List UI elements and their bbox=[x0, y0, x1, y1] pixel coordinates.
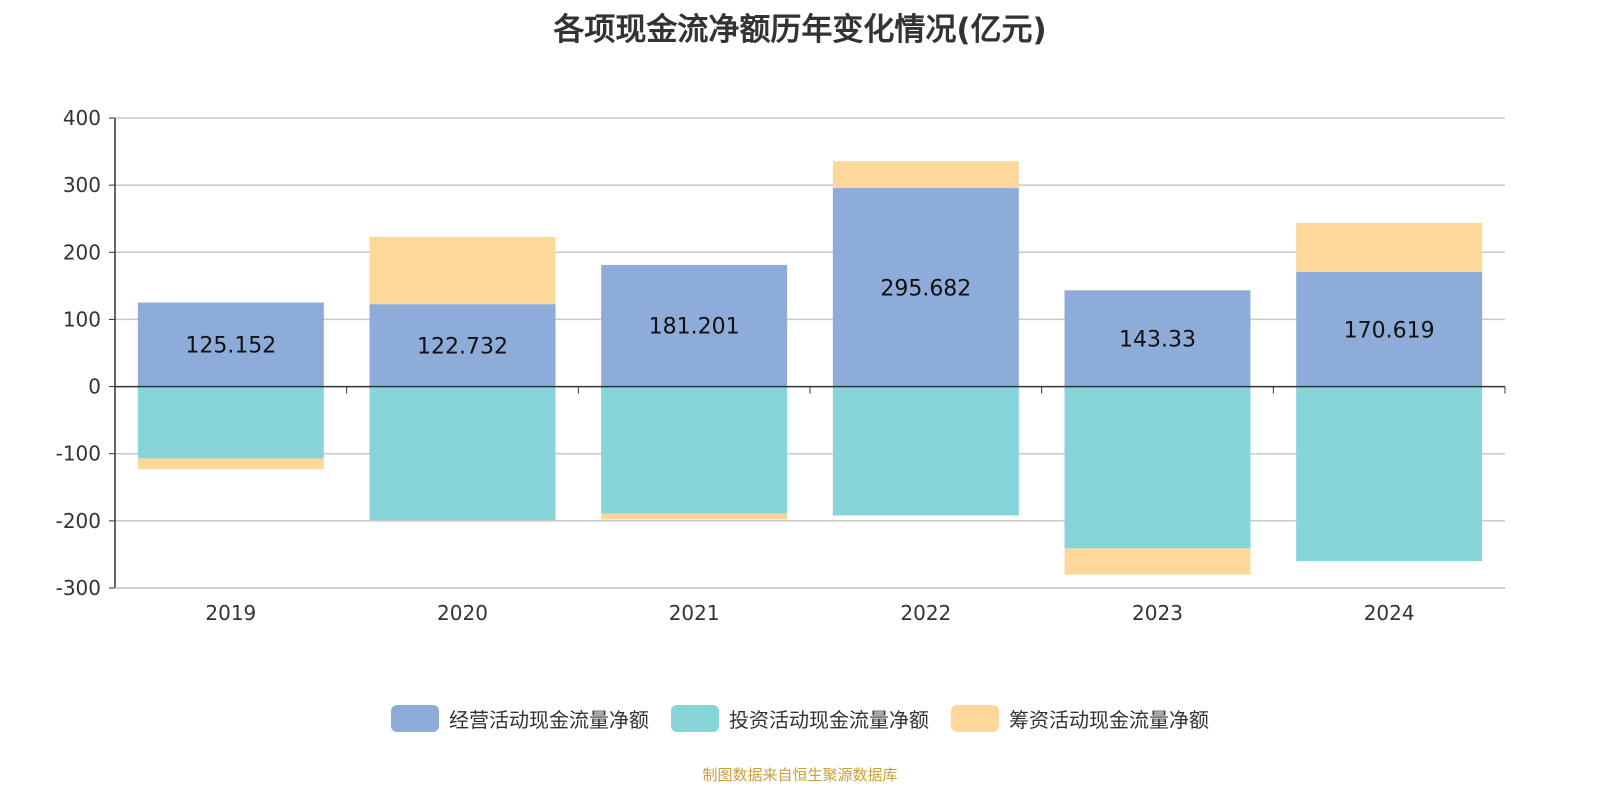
bar-2021-series-2 bbox=[601, 513, 788, 520]
legend-swatch bbox=[391, 705, 439, 732]
x-tick-label: 2022 bbox=[900, 601, 951, 625]
bar-2022-series-2 bbox=[832, 161, 1019, 189]
bar-2019-series-2 bbox=[137, 458, 324, 470]
x-tick-label: 2019 bbox=[205, 601, 256, 625]
y-tick-label: 400 bbox=[63, 106, 101, 130]
source-note: 制图数据来自恒生聚源数据库 bbox=[702, 766, 898, 784]
data-label: 295.682 bbox=[880, 276, 971, 301]
bar-2021-series-1 bbox=[601, 386, 788, 514]
bar-2019-series-0 bbox=[137, 302, 324, 387]
y-tick-label: -100 bbox=[56, 442, 101, 466]
x-tick-label: 2024 bbox=[1364, 601, 1415, 625]
bar-2023-series-1 bbox=[1064, 386, 1251, 549]
data-label: 170.619 bbox=[1344, 318, 1435, 343]
y-tick-label: -200 bbox=[56, 509, 101, 533]
x-tick-label: 2023 bbox=[1132, 601, 1183, 625]
bar-2021-series-0 bbox=[601, 264, 788, 387]
data-label: 181.201 bbox=[649, 315, 740, 340]
y-tick-label: -300 bbox=[56, 576, 101, 600]
legend-item-operating[interactable]: 经营活动现金流量净额 bbox=[391, 704, 649, 733]
bar-2023-series-0 bbox=[1064, 290, 1251, 387]
bar-2022-series-1 bbox=[832, 386, 1019, 516]
y-tick-label: 300 bbox=[63, 173, 101, 197]
bar-2020-series-1 bbox=[369, 386, 556, 521]
data-label: 143.33 bbox=[1119, 327, 1196, 352]
legend-item-investing[interactable]: 投资活动现金流量净额 bbox=[671, 704, 929, 733]
legend-swatch bbox=[951, 705, 999, 732]
legend-label: 经营活动现金流量净额 bbox=[449, 708, 649, 732]
bar-2020-series-2 bbox=[369, 237, 556, 305]
bar-2024-series-1 bbox=[1296, 386, 1483, 562]
legend-label: 筹资活动现金流量净额 bbox=[1009, 708, 1209, 732]
bar-2024-series-0 bbox=[1296, 272, 1483, 387]
y-tick-label: 0 bbox=[88, 375, 101, 399]
y-tick-label: 100 bbox=[63, 307, 101, 331]
chart-title: 各项现金流净额历年变化情况(亿元) bbox=[553, 12, 1047, 48]
legend: 经营活动现金流量净额 投资活动现金流量净额 筹资活动现金流量净额 bbox=[0, 704, 1600, 733]
x-tick-label: 2021 bbox=[669, 601, 720, 625]
bar-2023-series-2 bbox=[1064, 548, 1251, 575]
legend-swatch bbox=[671, 705, 719, 732]
y-tick-label: 200 bbox=[63, 240, 101, 264]
bar-2020-series-0 bbox=[369, 304, 556, 387]
bar-2022-series-0 bbox=[832, 188, 1019, 387]
legend-item-financing[interactable]: 筹资活动现金流量净额 bbox=[951, 704, 1209, 733]
data-label: 125.152 bbox=[185, 334, 276, 359]
bar-2019-series-1 bbox=[137, 386, 324, 459]
bar-2024-series-2 bbox=[1296, 222, 1483, 273]
x-tick-label: 2020 bbox=[437, 601, 488, 625]
legend-label: 投资活动现金流量净额 bbox=[729, 708, 929, 732]
data-label: 122.732 bbox=[417, 334, 508, 359]
